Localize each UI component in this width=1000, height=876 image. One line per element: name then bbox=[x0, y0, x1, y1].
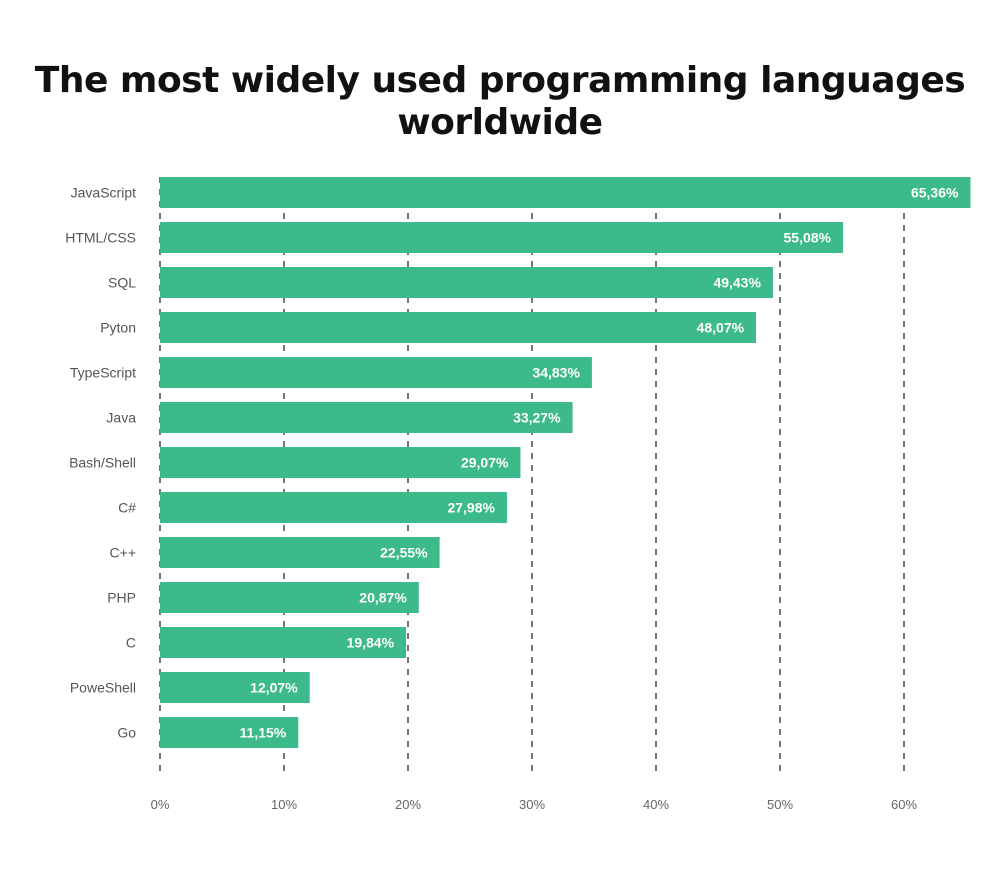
chart-title: The most widely used programming languag… bbox=[34, 60, 966, 143]
category-label: Bash/Shell bbox=[69, 455, 136, 471]
x-tick-label: 0% bbox=[151, 797, 170, 812]
bar bbox=[160, 537, 440, 568]
category-label: SQL bbox=[108, 275, 136, 291]
category-label: C++ bbox=[110, 545, 136, 561]
value-label: 49,43% bbox=[713, 275, 761, 291]
bar bbox=[160, 447, 521, 478]
bar bbox=[160, 222, 843, 253]
bar bbox=[160, 717, 299, 748]
category-label: TypeScript bbox=[70, 365, 136, 381]
value-label: 27,98% bbox=[447, 500, 495, 516]
bar bbox=[160, 492, 507, 523]
bar bbox=[160, 672, 310, 703]
category-label: JavaScript bbox=[71, 185, 136, 201]
bar bbox=[160, 582, 419, 613]
value-label: 48,07% bbox=[697, 320, 745, 336]
category-label: Go bbox=[117, 725, 136, 741]
category-label: PoweShell bbox=[70, 680, 136, 696]
bar bbox=[160, 177, 971, 208]
value-label: 34,83% bbox=[532, 365, 580, 381]
category-label: PHP bbox=[107, 590, 136, 606]
value-label: 12,07% bbox=[250, 680, 298, 696]
category-label: Java bbox=[106, 410, 136, 426]
value-label: 20,87% bbox=[359, 590, 407, 606]
value-label: 33,27% bbox=[513, 410, 561, 426]
x-tick-label: 30% bbox=[519, 797, 545, 812]
value-label: 55,08% bbox=[784, 230, 832, 246]
category-label: Pyton bbox=[100, 320, 136, 336]
value-label: 11,15% bbox=[240, 725, 287, 741]
category-label: HTML/CSS bbox=[65, 230, 136, 246]
bar bbox=[160, 627, 407, 658]
x-tick-label: 60% bbox=[891, 797, 917, 812]
x-tick-label: 40% bbox=[643, 797, 669, 812]
x-tick-label: 10% bbox=[271, 797, 297, 812]
bar bbox=[160, 402, 573, 433]
x-tick-label: 20% bbox=[395, 797, 421, 812]
category-label: C bbox=[126, 635, 136, 651]
x-tick-label: 50% bbox=[767, 797, 793, 812]
value-label: 29,07% bbox=[461, 455, 509, 471]
bar bbox=[160, 267, 773, 298]
category-label: C# bbox=[118, 500, 136, 516]
value-label: 65,36% bbox=[911, 185, 959, 201]
value-label: 22,55% bbox=[380, 545, 428, 561]
bar bbox=[160, 357, 592, 388]
bar bbox=[160, 312, 757, 343]
value-label: 19,84% bbox=[347, 635, 395, 651]
